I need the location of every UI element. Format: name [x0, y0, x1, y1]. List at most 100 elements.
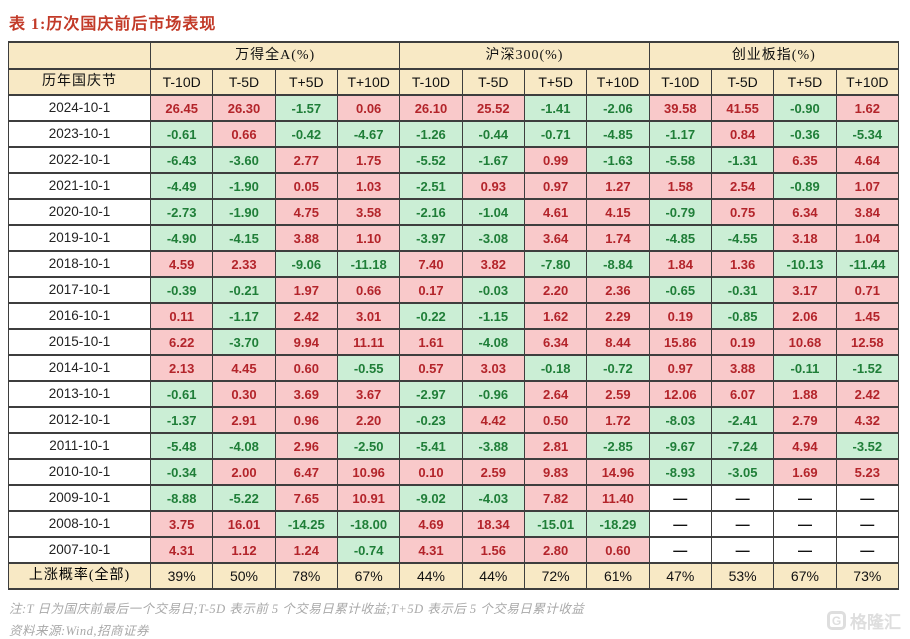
period-header: T+5D	[523, 68, 588, 96]
value-cell: 1.58	[648, 172, 712, 200]
value-cell: 3.75	[149, 510, 214, 538]
value-cell: -0.61	[149, 380, 214, 408]
value-cell: -6.43	[149, 146, 214, 174]
data-row: 2013-10-1 -0.61 0.30 3.69 3.67 -2.97 -0.96 2.64…	[8, 380, 900, 408]
value-cell: 1.24	[274, 536, 338, 564]
date-cell: 2010-10-1	[8, 458, 151, 486]
value-cell: 1.62	[835, 94, 900, 122]
value-cell: —	[773, 510, 837, 538]
date-cell: 2022-10-1	[8, 146, 151, 174]
value-cell: 1.88	[773, 380, 837, 408]
value-cell: -2.85	[586, 432, 650, 460]
value-cell: 0.50	[523, 406, 588, 434]
date-cell: 2007-10-1	[8, 536, 151, 564]
value-cell: 0.60	[586, 536, 650, 564]
data-row: 2014-10-1 2.13 4.45 0.60 -0.55 0.57 3.03 -0.18-…	[8, 354, 900, 382]
value-cell: 2.33	[212, 250, 276, 278]
value-cell: -2.51	[399, 172, 463, 200]
period-header: T-5D	[710, 68, 775, 96]
period-header: T-5D	[461, 68, 525, 96]
value-cell: -9.02	[399, 484, 463, 512]
value-cell: -1.31	[710, 146, 775, 174]
value-cell: 0.11	[149, 302, 214, 330]
value-cell: -11.44	[835, 250, 900, 278]
value-cell: 3.88	[274, 224, 338, 252]
value-cell: 0.84	[710, 120, 775, 148]
value-cell: -2.16	[399, 198, 463, 226]
value-cell: -0.61	[149, 120, 214, 148]
value-cell: -0.22	[399, 302, 463, 330]
period-header: T+10D	[336, 68, 401, 96]
value-cell: 2.81	[523, 432, 588, 460]
value-cell: 6.34	[773, 198, 837, 226]
value-cell: -0.96	[461, 380, 525, 408]
value-cell: 0.60	[274, 354, 338, 382]
market-performance-table: 万得全A(%) 沪深300(%) 创业板指(%) 历年国庆节 T-10D T-5D…	[8, 41, 900, 590]
value-cell: —	[648, 510, 712, 538]
summary-value: 53%	[710, 562, 775, 590]
value-cell: -0.36	[773, 120, 837, 148]
value-cell: 2.42	[835, 380, 900, 408]
value-cell: -3.52	[835, 432, 900, 460]
value-cell: 4.31	[149, 536, 214, 564]
date-cell: 2018-10-1	[8, 250, 151, 278]
date-cell: 2016-10-1	[8, 302, 151, 330]
data-row: 2016-10-1 0.11 -1.17 2.42 3.01 -0.22 -1.15 1.62…	[8, 302, 900, 330]
value-cell: 9.83	[523, 458, 588, 486]
value-cell: -3.60	[212, 146, 276, 174]
data-row: 2015-10-1 6.22 -3.70 9.94 11.11 1.61 -4.08 6.34…	[8, 328, 900, 356]
group-header-row: 万得全A(%) 沪深300(%) 创业板指(%)	[8, 41, 900, 70]
value-cell: -8.93	[648, 458, 712, 486]
value-cell: -5.58	[648, 146, 712, 174]
corner-cell	[8, 41, 151, 70]
data-row: 2021-10-1 -4.49 -1.90 0.05 1.03 -2.51 0.93 0.97…	[8, 172, 900, 200]
value-cell: 1.75	[336, 146, 401, 174]
group-header-chinext: 创业板指(%)	[648, 41, 900, 70]
value-cell: 3.18	[773, 224, 837, 252]
value-cell: —	[835, 536, 900, 564]
value-cell: -2.06	[586, 94, 650, 122]
value-cell: -0.74	[336, 536, 401, 564]
footnote: 注:T 日为国庆前最后一个交易日;T-5D 表示前 5 个交易日累计收益;T+5…	[9, 602, 585, 616]
value-cell: -1.17	[648, 120, 712, 148]
data-row: 2009-10-1 -8.88 -5.22 7.65 10.91 -9.02 -4.03 7.…	[8, 484, 900, 512]
value-cell: -4.49	[149, 172, 214, 200]
value-cell: 0.66	[212, 120, 276, 148]
value-cell: —	[710, 484, 775, 512]
value-cell: 6.47	[274, 458, 338, 486]
value-cell: 1.07	[835, 172, 900, 200]
value-cell: -18.29	[586, 510, 650, 538]
value-cell: 0.05	[274, 172, 338, 200]
summary-value: 44%	[399, 562, 463, 590]
value-cell: -7.80	[523, 250, 588, 278]
value-cell: 16.01	[212, 510, 276, 538]
date-cell: 2011-10-1	[8, 432, 151, 460]
value-cell: -2.97	[399, 380, 463, 408]
value-cell: 4.75	[274, 198, 338, 226]
value-cell: —	[835, 484, 900, 512]
value-cell: -5.41	[399, 432, 463, 460]
value-cell: 2.06	[773, 302, 837, 330]
value-cell: 6.35	[773, 146, 837, 174]
value-cell: 1.45	[835, 302, 900, 330]
value-cell: -0.71	[523, 120, 588, 148]
value-cell: -1.41	[523, 94, 588, 122]
summary-row: 上涨概率(全部) 39% 50% 78% 67% 44% 44% 72% 61% 47% 53% 67…	[8, 562, 900, 590]
value-cell: -1.57	[274, 94, 338, 122]
value-cell: 0.57	[399, 354, 463, 382]
value-cell: 4.15	[586, 198, 650, 226]
date-cell: 2019-10-1	[8, 224, 151, 252]
summary-value: 78%	[274, 562, 338, 590]
value-cell: -0.85	[710, 302, 775, 330]
data-row: 2011-10-1 -5.48 -4.08 2.96 -2.50 -5.41 -3.88 2.…	[8, 432, 900, 460]
value-cell: 1.74	[586, 224, 650, 252]
value-cell: 1.84	[648, 250, 712, 278]
group-header-wande-quan-a: 万得全A(%)	[149, 41, 401, 70]
value-cell: -14.25	[274, 510, 338, 538]
value-cell: 2.54	[710, 172, 775, 200]
value-cell: -0.03	[461, 276, 525, 304]
value-cell: -3.70	[212, 328, 276, 356]
value-cell: 1.36	[710, 250, 775, 278]
value-cell: -1.26	[399, 120, 463, 148]
value-cell: —	[648, 484, 712, 512]
